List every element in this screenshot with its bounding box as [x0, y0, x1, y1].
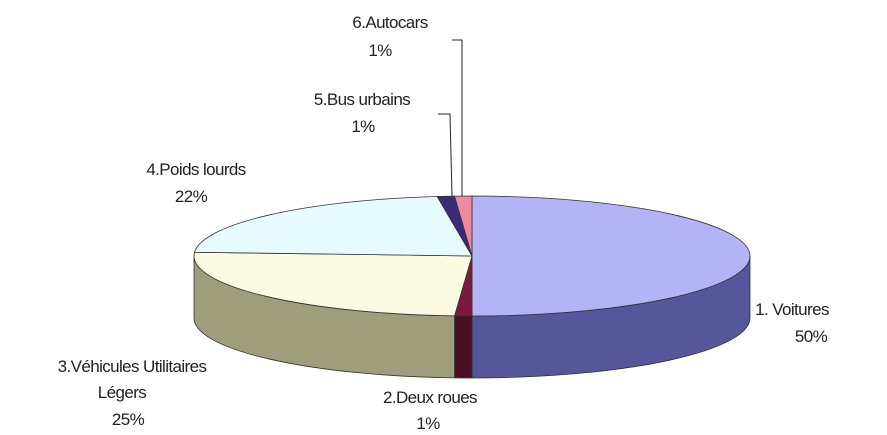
- slice-label-deux-roues-name: 2.Deux roues: [383, 388, 477, 407]
- slice-label-bus-urbains-pct: 1%: [351, 117, 375, 136]
- slice-autocars: [454, 195, 473, 257]
- slice-poids-lourds: [194, 196, 473, 257]
- slice-label-poids-lourds-pct: 22%: [175, 187, 208, 206]
- leader-lines: [438, 39, 463, 197]
- slice-label-deux-roues-pct: 1%: [416, 414, 440, 433]
- slice-label-voitures-name: 1. Voitures: [755, 300, 829, 319]
- slice-label-bus-urbains-name: 5.Bus urbains: [314, 90, 410, 109]
- slice-label-vul-name-line2: Légers: [98, 383, 146, 402]
- slice-label-autocars-name: 6.Autocars: [352, 13, 427, 32]
- slice-vehicules-utilitaires-legers: [193, 251, 473, 317]
- pie-depth-layer: [193, 255, 751, 379]
- slice-side-deux-roues: [454, 315, 473, 379]
- leader-line-autocars: [452, 39, 463, 196]
- slice-label-vul-name-line1: 3.Véhicules Utilitaires: [58, 357, 207, 376]
- slice-label-autocars-pct: 1%: [368, 41, 392, 60]
- slice-voitures: [471, 195, 751, 317]
- slice-label-voitures-pct: 50%: [795, 327, 828, 346]
- slice-label-vul-pct: 25%: [112, 410, 145, 429]
- leader-line-bus-urbains: [438, 113, 453, 197]
- slice-label-poids-lourds-name: 4.Poids lourds: [146, 160, 245, 179]
- pie-top-layer: [193, 195, 751, 317]
